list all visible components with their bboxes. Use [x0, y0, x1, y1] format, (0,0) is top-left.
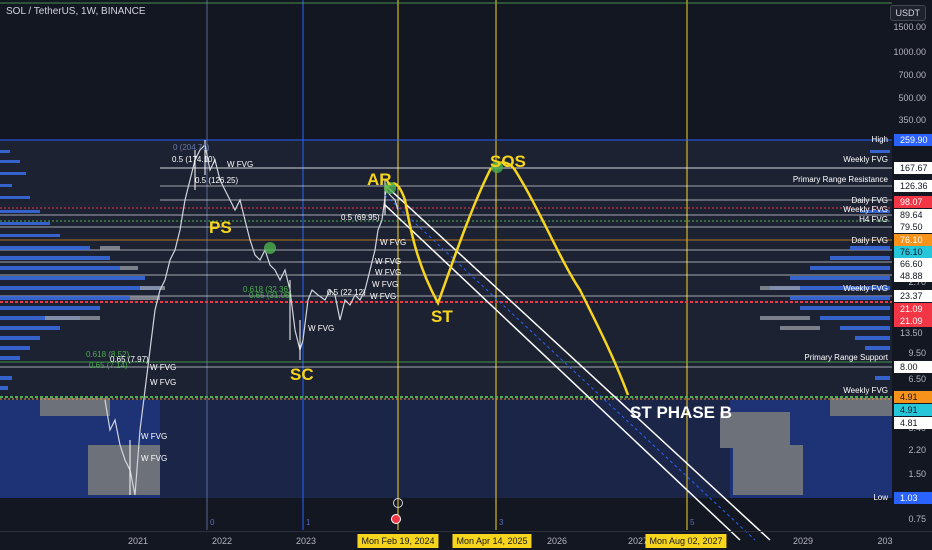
fib-label: 0.5 (174.10) [172, 155, 216, 164]
price-tag: 89.64 [894, 209, 932, 221]
price-axis-label: 700.00 [898, 70, 926, 80]
year-label: 2026 [546, 536, 568, 546]
w-fvg-label: W FVG [370, 292, 397, 301]
price-tag: 48.88 [894, 270, 932, 282]
weekly-fvg-low-label: Weekly FVG [843, 386, 888, 395]
fib-label: 0.65 (7.14) [89, 361, 128, 370]
high-label: High [871, 135, 888, 144]
price-tag: 167.67 [894, 162, 932, 174]
time-axis[interactable]: 2021 2022 2023 2026 2027 2029 203 Mon Fe… [0, 531, 932, 550]
weekly-fvg-label: Weekly FVG [843, 205, 888, 214]
ar-annotation: AR [367, 170, 392, 189]
price-tag: 4.81 [894, 417, 932, 429]
w-fvg-label: W FVG [141, 454, 168, 463]
price-axis-label: 2.20 [908, 445, 926, 455]
sos-annotation: SOS [490, 152, 526, 171]
price-axis-label: 2.70 [908, 277, 926, 287]
price-tag-high: 259.90 [894, 134, 932, 146]
w-fvg-label: W FVG [150, 378, 177, 387]
date-marker: Mon Aug 02, 2027 [645, 534, 727, 548]
year-label: 2027 [627, 536, 649, 546]
fib-label: 0.5 (126.25) [195, 176, 239, 185]
lightning-icon[interactable] [393, 498, 403, 508]
year-label: 2029 [792, 536, 814, 546]
weekly-fvg-label: Weekly FVG [843, 284, 888, 293]
fib-label: 0.5 (69.95) [341, 213, 380, 222]
w-fvg-label: W FVG [308, 324, 335, 333]
st-phase-b-annotation: ST PHASE B [630, 403, 733, 422]
w-fvg-label: W FVG [150, 363, 177, 372]
price-tag: 98.07 [894, 196, 932, 208]
period-number: 1 [306, 518, 311, 527]
price-axis-label: 1.50 [908, 469, 926, 479]
event-flag-icon[interactable] [391, 514, 401, 524]
h4-fvg-label: H4 FVG [859, 215, 888, 224]
year-label: 2023 [295, 536, 317, 546]
price-tag-low: 1.03 [894, 492, 932, 504]
fib-label: 0.618 (32.36) [243, 285, 291, 294]
price-axis-label: 6.50 [908, 374, 926, 384]
fib-label: 0.618 (8.52) [86, 350, 130, 359]
price-tag: 21.09 [894, 315, 932, 327]
w-fvg-label: W FVG [375, 257, 402, 266]
chart-title: SOL / TetherUS, 1W, BINANCE [6, 6, 146, 17]
price-axis-label: 500.00 [898, 93, 926, 103]
sc-annotation: SC [290, 365, 314, 384]
low-label: Low [873, 493, 888, 502]
price-axis-label: 350.00 [898, 115, 926, 125]
price-tag: 8.00 [894, 361, 932, 373]
period-number: 0 [210, 518, 215, 527]
date-marker: Mon Apr 14, 2025 [452, 534, 532, 548]
fib-label: 0.65 (7.97) [110, 355, 149, 364]
price-axis-label: 9.50 [908, 348, 926, 358]
date-marker: Mon Feb 19, 2024 [357, 534, 439, 548]
price-tag: 23.37 [894, 290, 932, 302]
price-tag: 21.09 [894, 303, 932, 315]
price-tag: 4.91 [894, 391, 932, 403]
weekly-fvg-label: Weekly FVG [843, 155, 888, 164]
price-axis-label: 1000.00 [893, 47, 926, 57]
daily-fvg-label: Daily FVG [851, 196, 888, 205]
year-label: 2021 [127, 536, 149, 546]
w-fvg-label: W FVG [380, 238, 407, 247]
price-tag: 76.10 [894, 234, 932, 246]
price-tag: 4.91 [894, 404, 932, 416]
w-fvg-label: W FVG [227, 160, 254, 169]
price-tag: 13.50 [894, 327, 932, 339]
year-label: 203 [877, 536, 893, 546]
price-tag: 66.60 [894, 258, 932, 270]
price-axis-label: 0.75 [908, 514, 926, 524]
fib-label: 0.5 (22.12) [327, 288, 366, 297]
period-number: 5 [690, 518, 695, 527]
w-fvg-label: W FVG [141, 432, 168, 441]
price-tag: 79.50 [894, 221, 932, 233]
currency-button[interactable]: USDT [889, 5, 926, 21]
year-label: 2022 [211, 536, 233, 546]
daily-fvg-label: Daily FVG [851, 236, 888, 245]
price-axis[interactable]: 1500.00 1000.00 700.00 500.00 350.00 2.7… [892, 0, 932, 530]
primary-resistance-label: Primary Range Resistance [792, 175, 888, 184]
price-tag: 126.36 [894, 180, 932, 192]
period-number: 3 [499, 518, 504, 527]
w-fvg-label: W FVG [375, 268, 402, 277]
ps-annotation: PS [209, 218, 232, 237]
st-annotation: ST [431, 307, 453, 326]
price-axis-label: 1500.00 [893, 22, 926, 32]
w-fvg-label: W FVG [372, 280, 399, 289]
primary-support-label: Primary Range Support [804, 353, 888, 362]
fib-label: 0.65 (31.05) [249, 291, 293, 300]
price-tag: 76.10 [894, 246, 932, 258]
fib-label: 0 (204.71) [173, 143, 210, 152]
